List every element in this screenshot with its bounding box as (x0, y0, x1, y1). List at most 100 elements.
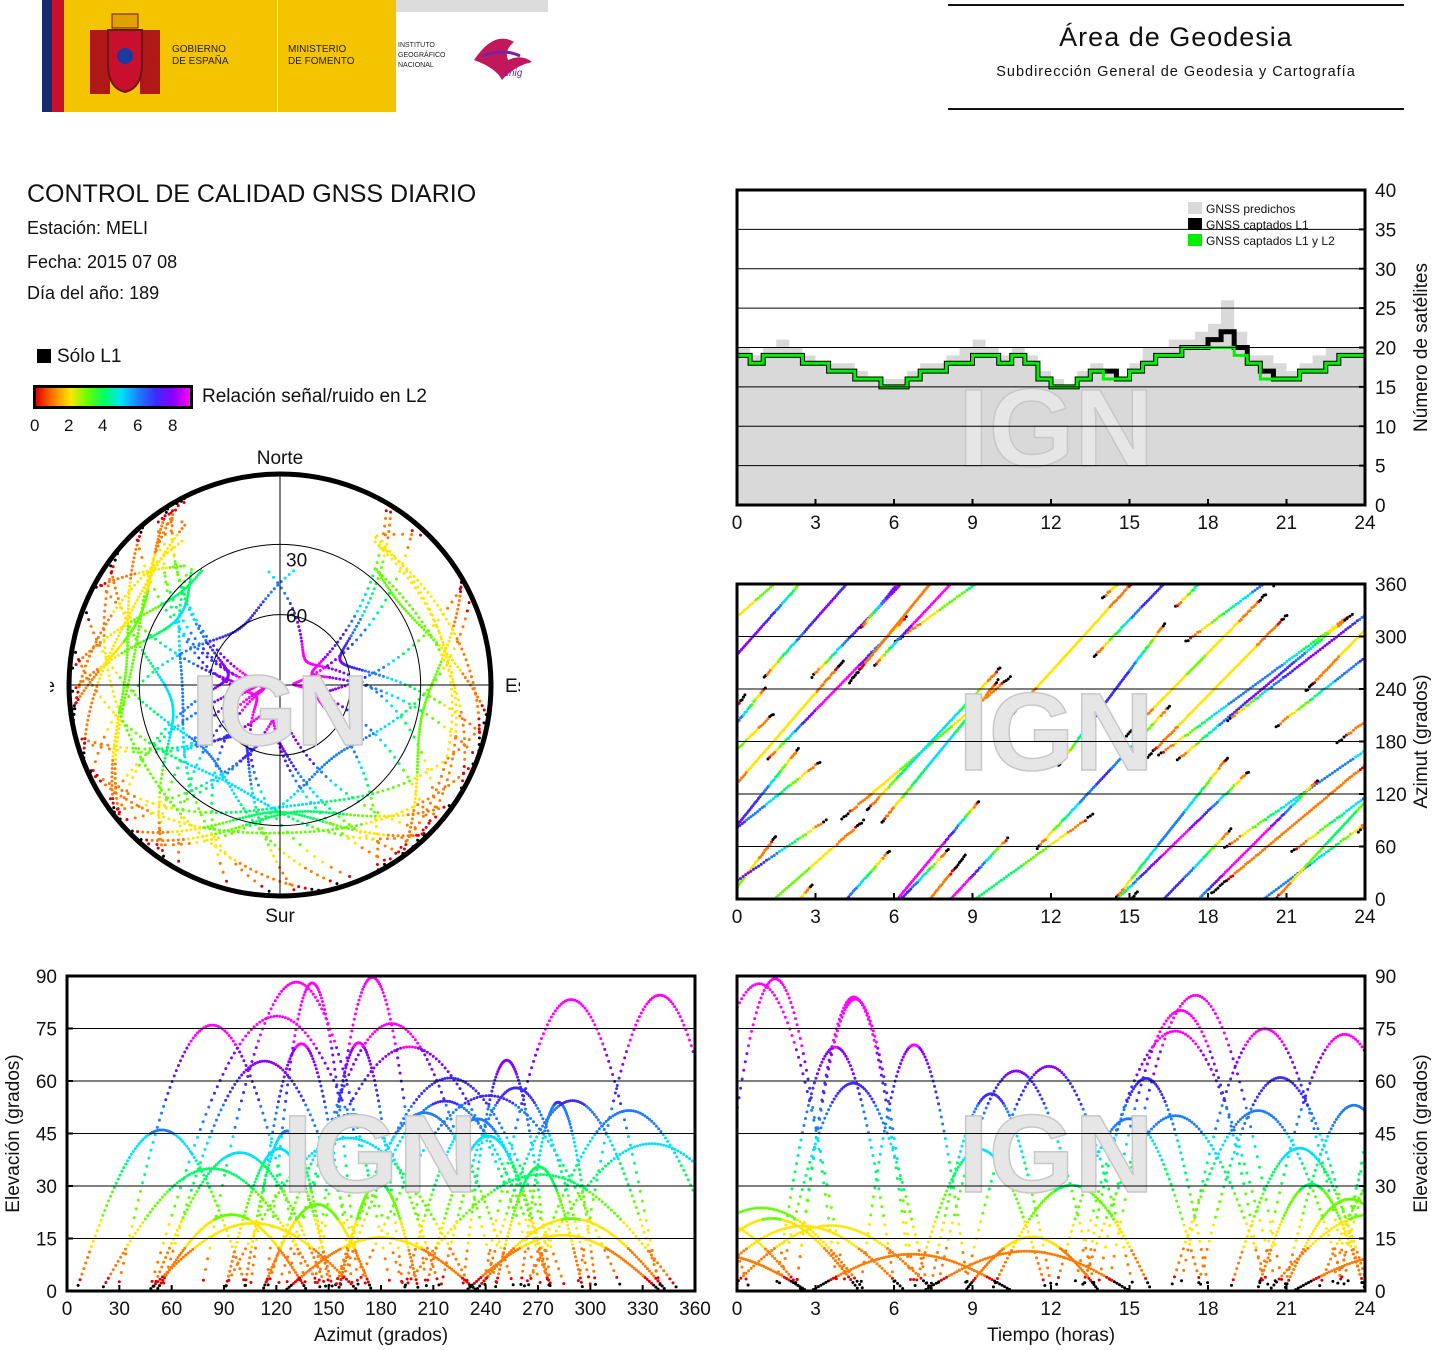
track-point (166, 547, 170, 551)
track-point (434, 623, 438, 627)
track-point (1155, 633, 1159, 637)
track-point (764, 858, 768, 862)
track-point (360, 846, 364, 850)
track-point (133, 602, 137, 606)
track-point (92, 631, 96, 635)
track-point (223, 852, 227, 856)
track-point (901, 633, 905, 637)
track-point (438, 663, 442, 667)
track-point (216, 764, 220, 768)
track-point (432, 812, 436, 816)
track-point (334, 783, 338, 787)
track-point (365, 836, 369, 840)
track-point (130, 564, 134, 568)
track-point (447, 771, 451, 775)
track-point (130, 608, 134, 612)
track-point (194, 622, 198, 626)
track-point (220, 745, 224, 749)
track-point (1241, 865, 1245, 869)
track-point (158, 790, 162, 794)
track-point (1233, 839, 1237, 843)
track-point (285, 799, 289, 803)
track-point (1008, 715, 1012, 719)
ministry-block (278, 0, 396, 112)
track-point (139, 530, 143, 534)
track-point (421, 810, 425, 814)
area-subtitle: Subdirección General de Geodesia y Carto… (996, 64, 1356, 80)
track-point (1233, 871, 1237, 875)
track-point (1201, 736, 1205, 740)
track-point (398, 569, 402, 573)
track-point (241, 824, 245, 828)
track-point (109, 595, 113, 599)
track-point (179, 712, 183, 716)
track-point (992, 884, 996, 888)
track-point (119, 715, 123, 719)
y-tick-label: 35 (1375, 220, 1396, 241)
track-point (964, 712, 968, 716)
track-point (453, 690, 457, 694)
track-point (1300, 649, 1304, 653)
track-point (1267, 893, 1271, 897)
track-point (779, 603, 783, 607)
track-point (776, 660, 780, 664)
track-point (113, 762, 117, 766)
track-point (834, 650, 838, 654)
track-point (428, 801, 432, 805)
track-point (146, 589, 150, 593)
track-point (940, 882, 944, 886)
track-point (1014, 868, 1018, 872)
track-point (1004, 679, 1008, 683)
track-point (138, 645, 142, 649)
track-point (1227, 702, 1231, 706)
track-point (355, 667, 359, 671)
track-point (106, 743, 110, 747)
track-point (454, 594, 458, 598)
track-point (435, 764, 439, 768)
track-point (199, 784, 203, 788)
track-point (126, 620, 130, 624)
track-point (157, 630, 161, 634)
track-point (160, 772, 164, 776)
track-point (143, 747, 147, 751)
track-point (247, 618, 251, 622)
track-point (140, 806, 144, 810)
track-point (219, 773, 223, 777)
track-point (292, 569, 296, 573)
track-point (387, 722, 391, 726)
track-point (201, 726, 205, 730)
track-point (399, 715, 403, 719)
track-point (416, 811, 420, 815)
track-point (883, 653, 887, 657)
track-point (127, 588, 131, 592)
track-point (243, 673, 247, 677)
track-point (257, 606, 261, 610)
track-point (364, 777, 368, 781)
track-point (256, 816, 260, 820)
track-point (329, 779, 333, 783)
track-point (456, 607, 460, 611)
track-point (105, 635, 109, 639)
track-point (413, 796, 417, 800)
track-point (159, 781, 163, 785)
track-point (454, 709, 458, 713)
track-point (825, 659, 829, 663)
track-point (1248, 828, 1252, 832)
track-point (1259, 639, 1263, 643)
track-point (805, 888, 809, 892)
track-point (1073, 805, 1077, 809)
track-point (260, 872, 264, 876)
track-point (103, 603, 107, 607)
track-point (1264, 593, 1268, 597)
track-point (238, 712, 242, 716)
track-point (148, 707, 152, 711)
track-point (346, 679, 350, 683)
track-point (385, 691, 389, 695)
track-point (417, 730, 421, 734)
track-point (416, 742, 420, 746)
track-point (180, 527, 184, 531)
track-point (402, 847, 406, 851)
track-point (182, 592, 186, 596)
track-point (982, 891, 986, 895)
track-point (400, 810, 404, 814)
